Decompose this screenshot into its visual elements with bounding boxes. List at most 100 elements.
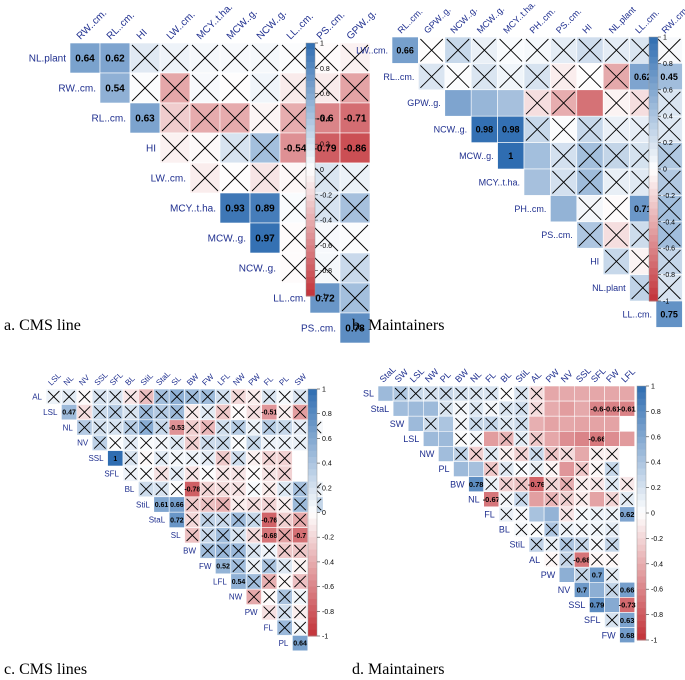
corr-cell xyxy=(261,573,278,590)
corr-cell xyxy=(576,142,604,170)
row-label: SFL xyxy=(104,470,119,479)
cross-mark xyxy=(575,568,588,581)
corr-cell: 0.62 xyxy=(99,42,131,74)
corr-cell: 0.64 xyxy=(69,42,101,74)
corr-cell xyxy=(159,72,191,104)
corr-cell xyxy=(543,491,560,508)
cell-fill xyxy=(99,72,131,104)
corr-cell xyxy=(245,465,262,482)
cross-mark xyxy=(191,164,219,192)
corr-cell xyxy=(153,404,170,421)
corr-cell xyxy=(292,419,309,436)
column-label: AL xyxy=(529,370,544,385)
cross-mark xyxy=(201,436,214,449)
cross-mark xyxy=(263,483,276,496)
cross-mark xyxy=(604,197,628,221)
corr-cell: -0.6 xyxy=(589,400,605,417)
cell-value: 0.66 xyxy=(396,45,414,55)
cross-mark xyxy=(93,436,106,449)
cross-mark xyxy=(485,478,498,491)
legend-swatch xyxy=(308,475,317,483)
legend-swatch xyxy=(306,239,315,246)
cross-mark xyxy=(575,538,588,551)
corr-cell xyxy=(468,430,485,447)
column-label: PL xyxy=(277,374,291,388)
legend-swatch xyxy=(649,195,658,203)
corr-cell xyxy=(498,430,515,447)
corr-cell xyxy=(528,491,545,508)
cross-mark xyxy=(530,402,543,415)
legend-swatch xyxy=(637,417,646,425)
corr-cell: 0.78 xyxy=(468,476,485,493)
cross-mark xyxy=(155,390,168,403)
corr-cell xyxy=(619,476,635,493)
cross-mark xyxy=(606,493,618,506)
corr-cell xyxy=(129,42,161,74)
corr-cell xyxy=(543,415,560,432)
cell-fill xyxy=(483,430,500,447)
cross-mark xyxy=(109,436,122,449)
column-label: LL..cm. xyxy=(285,11,316,42)
corr-cell xyxy=(215,419,232,436)
cell-fill xyxy=(377,385,394,402)
corr-cell xyxy=(604,597,620,613)
corr-cell xyxy=(619,491,635,508)
legend-swatch xyxy=(306,99,315,107)
cross-mark xyxy=(217,421,230,434)
cross-mark xyxy=(578,144,602,168)
corr-cell xyxy=(604,551,620,568)
legend-swatch xyxy=(649,235,658,243)
legend-swatch xyxy=(637,500,646,508)
row-label: LL..cm. xyxy=(273,294,306,305)
cross-mark xyxy=(251,104,279,132)
corr-cell xyxy=(107,434,124,451)
legend-swatch xyxy=(637,582,646,590)
cross-mark xyxy=(545,493,558,506)
corr-cell xyxy=(184,496,201,513)
corr-cell xyxy=(199,419,216,436)
corr-cell xyxy=(292,619,309,636)
panel-d-maintainers: -0.6 -0.61-0.61-0.660.78 -0.76-0.670.62-0.… xyxy=(363,364,663,644)
cell-value: -0.76 xyxy=(528,480,545,489)
corr-cell: 0.98 xyxy=(497,115,525,143)
legend-swatch xyxy=(649,182,658,190)
corr-cell xyxy=(558,506,575,523)
column-label: StaL xyxy=(154,369,172,387)
row-label: LW..cm. xyxy=(356,45,388,55)
column-label: LW..cm. xyxy=(165,9,198,42)
legend-swatch xyxy=(308,426,317,433)
legend-tick-label: -0.4 xyxy=(663,219,675,226)
corr-cell xyxy=(153,388,170,405)
cross-mark xyxy=(201,498,214,511)
legend-swatch xyxy=(308,518,317,526)
cross-mark xyxy=(278,436,291,449)
corr-cell xyxy=(245,573,262,590)
corr-cell xyxy=(199,450,216,467)
corr-cell xyxy=(215,542,232,559)
corr-cell xyxy=(438,446,454,462)
cross-mark xyxy=(161,134,189,162)
corr-cell xyxy=(655,247,683,275)
row-label: MCW..g. xyxy=(459,151,494,161)
cross-mark xyxy=(515,508,528,521)
corr-cell xyxy=(153,434,170,451)
corr-cell xyxy=(604,521,620,538)
cross-mark xyxy=(281,104,309,132)
cross-mark xyxy=(232,544,245,557)
corr-cell xyxy=(122,450,139,467)
cell-value: 0.97 xyxy=(255,234,275,245)
cross-mark xyxy=(500,387,513,400)
cell-value: 0.89 xyxy=(255,204,275,215)
legend-tick-label: 0 xyxy=(663,167,667,174)
cross-mark xyxy=(278,513,291,526)
legend-swatch xyxy=(308,493,317,501)
cross-mark xyxy=(591,448,603,460)
cross-mark xyxy=(455,402,467,415)
corr-cell xyxy=(215,450,232,467)
legend-swatch xyxy=(308,543,317,551)
legend-tick-label: -0.6 xyxy=(322,584,334,591)
cross-mark xyxy=(217,498,230,511)
cross-mark xyxy=(545,478,558,491)
corr-cell xyxy=(483,415,500,432)
legend-swatch xyxy=(637,589,646,597)
